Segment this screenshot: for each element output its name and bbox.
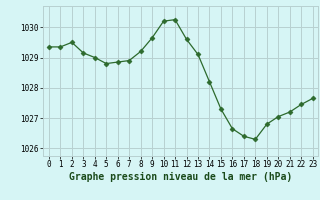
X-axis label: Graphe pression niveau de la mer (hPa): Graphe pression niveau de la mer (hPa) xyxy=(69,172,292,182)
